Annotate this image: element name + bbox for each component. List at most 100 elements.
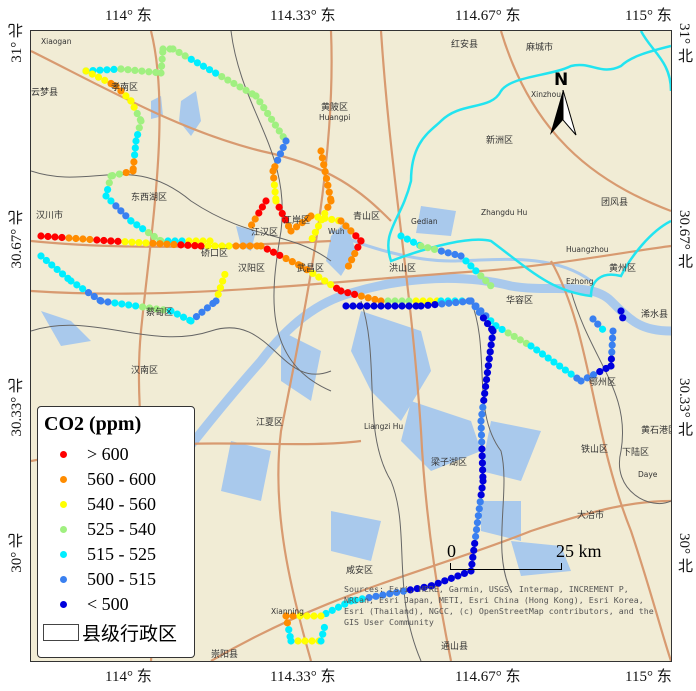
co2-sample-point xyxy=(281,216,289,224)
co2-sample-point xyxy=(617,307,625,315)
legend-item: 560 - 600 xyxy=(38,467,194,492)
co2-sample-point xyxy=(347,227,355,235)
co2-sample-point xyxy=(589,315,597,323)
co2-sample-point xyxy=(111,299,119,307)
co2-sample-point xyxy=(406,586,414,594)
co2-sample-point xyxy=(608,348,616,356)
place-label: Huangpi xyxy=(319,113,351,122)
co2-sample-point xyxy=(144,229,153,237)
co2-sample-point xyxy=(315,273,323,281)
basemap xyxy=(31,31,671,661)
co2-sample-point xyxy=(124,66,132,74)
co2-sample-point xyxy=(198,308,206,316)
co2-sample-point xyxy=(308,637,316,645)
co2-sample-point xyxy=(344,289,352,297)
co2-sample-point xyxy=(53,265,61,274)
co2-sample-point xyxy=(527,342,535,350)
co2-sample-point xyxy=(65,234,73,242)
legend-item-label: 540 - 560 xyxy=(87,494,156,514)
co2-sample-point xyxy=(320,161,328,169)
co2-sample-point xyxy=(377,297,385,305)
place-label: Gedian xyxy=(411,217,438,226)
co2-sample-point xyxy=(236,83,244,91)
co2-sample-point xyxy=(132,302,140,310)
co2-sample-point xyxy=(289,612,297,620)
co2-sample-point xyxy=(169,45,177,53)
co2-sample-point xyxy=(441,577,449,585)
place-label: Xiaogan xyxy=(41,37,72,46)
legend-boundary-label: 县级行政区 xyxy=(82,624,178,645)
co2-sample-point xyxy=(398,297,406,305)
co2-sample-point xyxy=(262,197,270,205)
left-tick-label: 30.33° 北 xyxy=(9,378,25,437)
co2-sample-point xyxy=(271,188,279,196)
legend-dot xyxy=(60,451,67,458)
co2-sample-point xyxy=(477,424,485,432)
co2-sample-point xyxy=(167,307,175,315)
left-tick-label: 30.67° 北 xyxy=(9,210,25,269)
co2-sample-point xyxy=(347,597,355,605)
district-boundary xyxy=(360,300,422,661)
co2-sample-point xyxy=(112,202,120,210)
co2-sample-point xyxy=(467,262,475,270)
legend-dot xyxy=(60,601,67,608)
co2-sample-point xyxy=(156,240,164,248)
co2-sample-point xyxy=(97,297,105,305)
legend-item-label: 515 - 525 xyxy=(87,544,156,564)
lake xyxy=(326,221,356,276)
right-tick-label: 30° 北 xyxy=(676,533,692,573)
legend-dot xyxy=(60,526,67,533)
place-label: 铁山区 xyxy=(581,445,609,455)
bottom-tick-label: 114° 东 xyxy=(105,669,152,685)
co2-sample-point xyxy=(420,583,428,591)
left-tick-label: 31° 北 xyxy=(9,23,25,63)
place-label: Daye xyxy=(638,470,658,479)
co2-sample-point xyxy=(288,258,296,266)
co2-sample-point xyxy=(619,314,627,322)
co2-sample-point xyxy=(44,232,52,241)
co2-sample-point xyxy=(230,79,238,88)
co2-sample-point xyxy=(221,270,229,279)
scale-end: 25 km xyxy=(556,541,602,561)
place-label: 梁子湖区 xyxy=(431,458,468,468)
co2-sample-point xyxy=(197,242,205,250)
bottom-tick-label: 115° 东 xyxy=(625,669,672,685)
legend-item-label: < 500 xyxy=(87,594,129,614)
place-label: 浠水县 xyxy=(641,310,669,320)
place-label: Wuh xyxy=(328,227,345,236)
lake xyxy=(481,501,521,541)
co2-sample-point xyxy=(363,302,371,310)
place-label: 江汉区 xyxy=(251,228,279,238)
co2-sample-point xyxy=(342,222,350,230)
co2-sample-point xyxy=(405,297,413,305)
co2-sample-point xyxy=(594,320,602,328)
co2-sample-point xyxy=(308,234,316,243)
co2-sample-point xyxy=(260,104,268,112)
co2-sample-point xyxy=(516,336,524,344)
co2-sample-point xyxy=(472,267,480,275)
co2-sample-point xyxy=(431,301,439,309)
place-label: Zhangdu Hu xyxy=(481,208,528,217)
co2-sample-point xyxy=(480,396,488,404)
co2-sample-point xyxy=(104,298,112,306)
place-label: 崇阳县 xyxy=(211,650,239,660)
co2-sample-point xyxy=(225,242,233,250)
highlighted-boundary xyxy=(639,31,671,92)
co2-sample-point xyxy=(468,560,476,568)
co2-sample-point xyxy=(337,217,345,225)
co2-sample-point xyxy=(159,45,167,53)
co2-sample-point xyxy=(205,66,214,74)
co2-sample-point xyxy=(105,179,113,187)
co2-sample-point xyxy=(487,341,495,349)
district-boundary xyxy=(31,324,332,375)
co2-sample-point xyxy=(256,98,264,106)
co2-sample-point xyxy=(317,612,325,620)
co2-sample-point xyxy=(287,227,295,235)
top-tick-label: 114.33° 东 xyxy=(270,8,336,24)
co2-sample-point xyxy=(589,371,598,379)
co2-sample-point xyxy=(285,626,293,634)
co2-sample-point xyxy=(163,240,171,248)
co2-sample-point xyxy=(386,590,394,598)
right-tick-label: 31° 北 xyxy=(676,23,692,63)
left-tick-label: 30° 北 xyxy=(9,533,25,573)
